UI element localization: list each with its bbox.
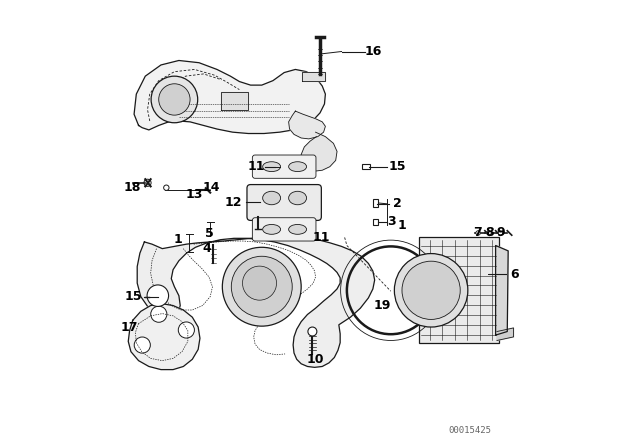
Text: 6: 6 <box>510 267 519 281</box>
Text: 00015425: 00015425 <box>449 426 492 435</box>
Text: 11: 11 <box>312 231 330 244</box>
Circle shape <box>231 256 292 317</box>
Circle shape <box>164 185 169 190</box>
Ellipse shape <box>262 191 280 205</box>
Text: 9: 9 <box>497 225 506 239</box>
Circle shape <box>179 322 195 338</box>
FancyBboxPatch shape <box>247 185 321 220</box>
Text: 13: 13 <box>186 188 204 202</box>
Text: 11: 11 <box>248 160 265 173</box>
Text: 3: 3 <box>387 215 396 228</box>
Text: 5: 5 <box>205 227 214 241</box>
Text: 17: 17 <box>121 321 138 335</box>
Bar <box>419 237 499 343</box>
Text: 18: 18 <box>124 181 141 194</box>
Text: 7: 7 <box>474 225 482 239</box>
Polygon shape <box>495 246 508 335</box>
Polygon shape <box>221 92 248 110</box>
Polygon shape <box>134 60 325 134</box>
Circle shape <box>151 76 198 123</box>
Text: 12: 12 <box>225 196 243 209</box>
Text: 19: 19 <box>374 299 392 312</box>
Text: 1: 1 <box>173 233 182 246</box>
Polygon shape <box>497 328 513 340</box>
Polygon shape <box>137 237 374 367</box>
Bar <box>373 199 378 207</box>
Polygon shape <box>302 72 325 81</box>
Circle shape <box>486 231 491 235</box>
Circle shape <box>243 266 276 300</box>
FancyBboxPatch shape <box>252 155 316 178</box>
Circle shape <box>151 306 167 322</box>
Polygon shape <box>301 132 337 171</box>
Bar <box>373 219 378 225</box>
Text: 15: 15 <box>124 290 142 303</box>
Text: 1: 1 <box>397 219 406 232</box>
Text: 10: 10 <box>307 353 324 366</box>
Text: 16: 16 <box>364 45 381 58</box>
Ellipse shape <box>262 224 280 234</box>
Ellipse shape <box>289 191 307 205</box>
Ellipse shape <box>262 162 280 172</box>
Polygon shape <box>128 304 200 370</box>
FancyBboxPatch shape <box>252 218 316 241</box>
Text: 2: 2 <box>393 197 402 211</box>
Circle shape <box>499 231 503 235</box>
Bar <box>362 164 370 169</box>
Circle shape <box>308 327 317 336</box>
Circle shape <box>394 254 468 327</box>
Text: 15: 15 <box>388 160 406 173</box>
Text: 8: 8 <box>485 225 493 239</box>
Circle shape <box>476 231 481 235</box>
Circle shape <box>159 84 190 115</box>
Circle shape <box>222 247 301 326</box>
Circle shape <box>402 261 460 319</box>
Text: 4: 4 <box>203 242 211 255</box>
Polygon shape <box>289 111 325 139</box>
Text: 14: 14 <box>203 181 220 194</box>
Circle shape <box>147 285 168 306</box>
Ellipse shape <box>289 162 307 172</box>
Circle shape <box>134 337 150 353</box>
Ellipse shape <box>289 224 307 234</box>
